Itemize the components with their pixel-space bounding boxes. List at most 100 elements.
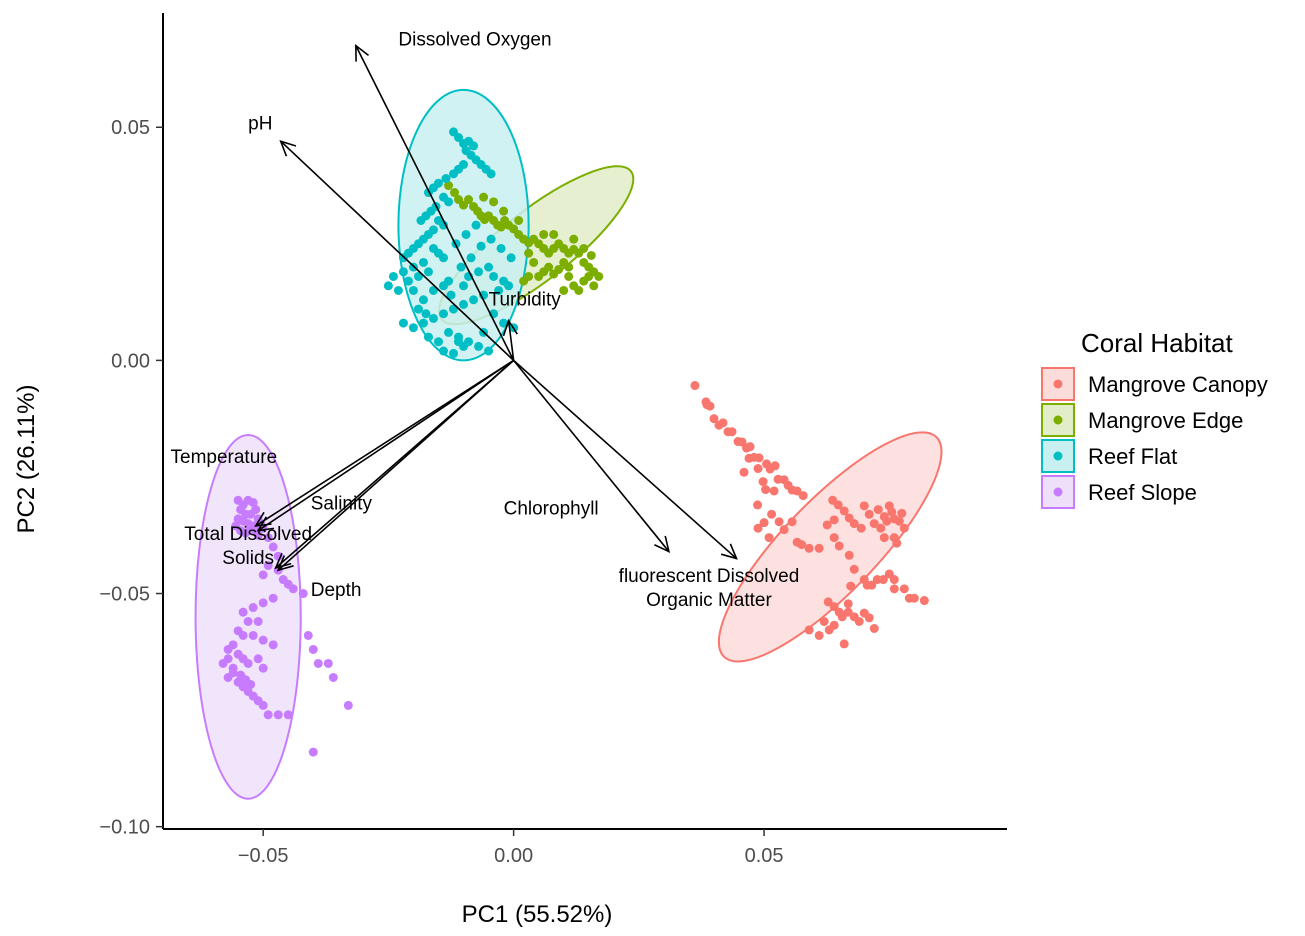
point-mangrove-canopy [864,509,874,519]
loading-label-turbidity: Turbidity [489,289,562,310]
point-mangrove-canopy [919,596,929,606]
point-reef-flat [461,229,471,239]
point-mangrove-canopy [878,575,888,585]
point-mangrove-canopy [787,517,797,527]
point-mangrove-canopy [846,581,856,591]
point-reef-slope [328,672,338,682]
point-mangrove-canopy [887,507,897,517]
point-mangrove-edge [579,243,589,253]
point-mangrove-edge [554,264,564,274]
point-mangrove-edge [544,262,554,272]
legend-item-mangrove-edge: Mangrove Edge [1041,403,1243,437]
legend: Coral Habitat Mangrove Canopy Mangrove Ed… [1041,328,1268,509]
point-reef-slope [246,679,256,689]
legend-title: Coral Habitat [1081,328,1234,358]
point-reef-slope [253,530,263,540]
point-mangrove-canopy [718,418,728,428]
point-reef-slope [283,710,293,720]
point-reef-flat [496,243,506,253]
point-reef-slope [268,640,278,650]
legend-label: Reef Slope [1088,480,1197,505]
point-mangrove-canopy [829,620,839,630]
point-reef-slope [343,700,353,710]
point-mangrove-canopy [804,625,814,635]
point-reef-flat [428,313,438,323]
point-mangrove-edge [489,197,499,207]
point-reef-flat [499,318,509,328]
point-mangrove-canopy [767,509,777,519]
point-mangrove-edge [584,271,594,281]
loading-arrow-chlorophyll [513,359,671,553]
point-reef-flat [393,285,403,295]
point-reef-slope [288,584,298,594]
y-tick-label: 0.00 [111,350,150,372]
point-mangrove-edge [564,271,574,281]
loading-labels-layer: Dissolved Oxygen pH Turbidity Temperature Sa… [171,30,800,611]
point-reef-flat [506,253,516,263]
point-mangrove-canopy [859,501,869,511]
point-reef-slope [298,589,308,599]
point-reef-slope [313,658,323,668]
point-mangrove-canopy [769,486,779,496]
loading-arrow-dissolved-oxygen [355,43,515,361]
point-mangrove-canopy [753,523,763,533]
point-reef-flat [403,276,413,286]
point-reef-flat [423,267,433,277]
point-reef-slope [263,561,273,571]
point-mangrove-edge [534,271,544,281]
loading-label-fluorescent-dissolved-organic-matter: fluorescent Dissolved Organic Matter [619,566,800,611]
point-mangrove-edge [586,250,596,260]
point-reef-slope [263,710,273,720]
legend-label: Mangrove Edge [1088,408,1243,433]
legend-item-reef-slope: Reef Slope [1041,475,1197,509]
point-mangrove-canopy [899,523,909,533]
point-mangrove-canopy [869,519,879,529]
point-mangrove-canopy [764,533,774,543]
point-reef-slope [251,505,261,515]
point-mangrove-canopy [844,550,854,560]
point-reef-flat [489,271,499,281]
x-axis-title: PC1 (55.52%) [462,901,613,928]
loadings-layer [254,43,738,572]
point-mangrove-canopy [709,414,719,424]
legend-label: Mangrove Canopy [1088,372,1268,397]
loading-arrow-ph [279,139,515,361]
point-mangrove-canopy [702,400,712,410]
point-reef-flat [398,267,408,277]
point-reef-slope [238,630,248,640]
point-reef-slope [323,658,333,668]
point-mangrove-edge [594,271,604,281]
point-reef-flat [438,253,448,263]
point-mangrove-edge [574,285,584,295]
point-mangrove-edge [589,281,599,291]
point-mangrove-canopy [690,381,700,391]
point-reef-slope [258,700,268,710]
point-mangrove-canopy [882,516,892,526]
point-mangrove-canopy [774,517,784,527]
point-reef-slope [268,593,278,603]
point-mangrove-canopy [897,508,907,518]
point-mangrove-edge [529,257,539,267]
point-mangrove-edge [539,229,549,239]
point-mangrove-edge [450,188,460,198]
point-reef-slope [258,598,268,608]
point-reef-slope [303,630,313,640]
y-axis-title: PC2 (26.11%) [13,385,40,534]
legend-item-reef-flat: Reef Flat [1041,439,1177,473]
point-reef-flat [484,346,494,356]
point-mangrove-canopy [814,543,824,553]
series-reef-slope [218,495,353,757]
point-reef-flat [433,337,443,347]
point-reef-slope [248,603,258,613]
x-tick-label: 0.05 [745,845,784,867]
point-reef-flat [418,295,428,305]
point-mangrove-edge [519,276,529,286]
point-reef-flat [476,241,486,251]
point-reef-flat [408,323,418,333]
point-mangrove-canopy [892,538,902,548]
point-reef-flat [418,257,428,267]
point-mangrove-canopy [867,580,877,590]
point-reef-flat [486,234,496,244]
point-reef-slope [273,710,283,720]
point-mangrove-canopy [829,533,839,543]
